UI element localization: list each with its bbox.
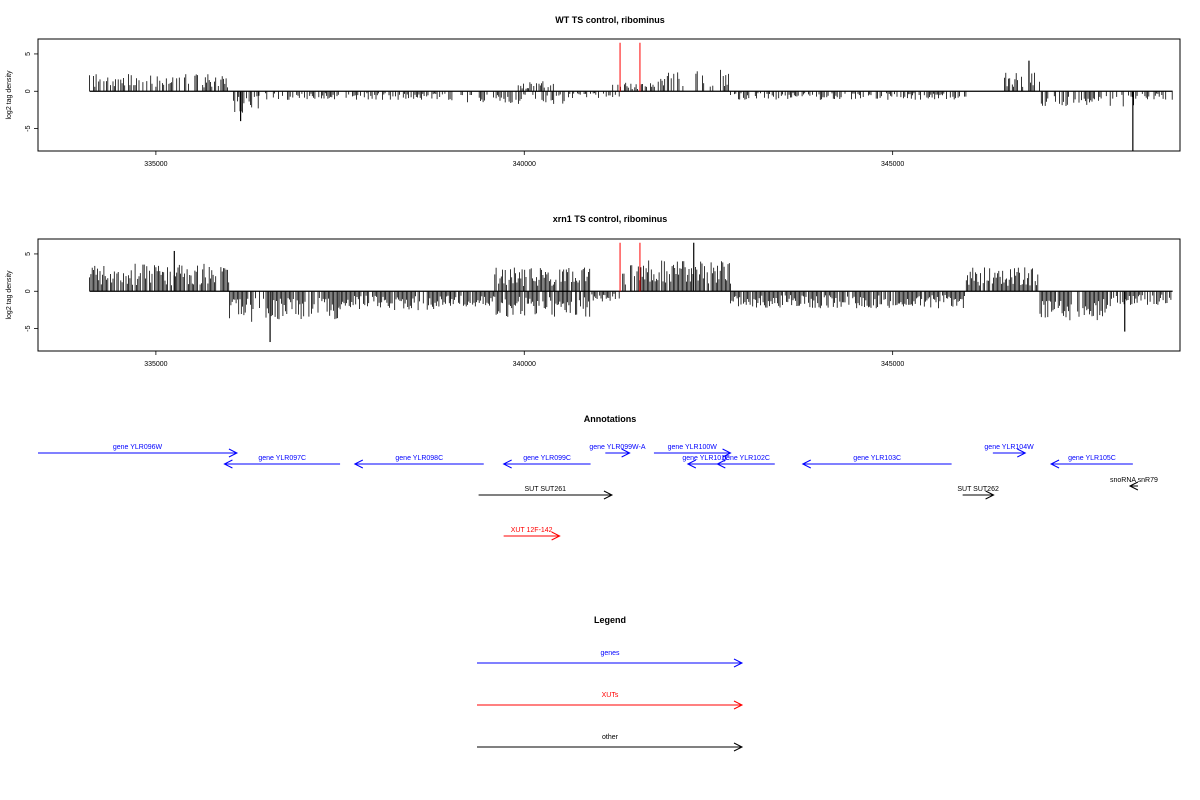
legend-title: Legend — [594, 615, 626, 625]
annotation-other: SUT SUT262 — [957, 486, 999, 500]
panel2-data — [89, 242, 1173, 343]
arrow-right-icon — [733, 742, 744, 752]
arrow-left-icon — [1049, 459, 1060, 469]
arrow-left-icon — [686, 459, 697, 469]
annotation-other: SUT SUT261 — [478, 486, 614, 500]
legend-label: XUTs — [602, 692, 619, 699]
panel1-xtick-label-3: 345000 — [881, 161, 904, 168]
annotation-gene: gene YLR097C — [223, 455, 341, 469]
annotation-gene: gene YLR098C — [353, 455, 484, 469]
legend-label: genes — [600, 650, 620, 657]
legend-label: other — [602, 734, 619, 741]
feature-label: gene YLR104W — [984, 444, 1034, 451]
panel1-axes: 335000 340000 345000 5 0 -5 — [25, 52, 904, 168]
panel1-ytick-label-1: 5 — [25, 52, 32, 56]
feature-label: gene YLR103C — [853, 455, 901, 462]
panel1-ytick-label-2: 0 — [25, 89, 32, 93]
feature-label: snoRNA snR79 — [1110, 477, 1158, 484]
arrow-left-icon — [716, 459, 726, 469]
legend-entry-genes: genes — [477, 650, 744, 668]
legend-panel: Legend genes XUTs other — [477, 615, 744, 752]
feature-label: gene YLR099W-A — [589, 444, 645, 451]
annotation-gene: gene YLR103C — [801, 455, 952, 469]
panel2-ylabel: log2 tag density — [6, 270, 13, 320]
feature-label: gene YLR098C — [395, 455, 443, 462]
arrow-right-icon — [733, 658, 744, 668]
feature-label: gene YLR101C — [682, 455, 730, 462]
arrow-right-icon — [228, 448, 239, 458]
panel1-ylabel: log2 tag density — [6, 70, 13, 120]
legend-entries: genes XUTs other — [477, 650, 744, 752]
arrow-left-icon — [223, 459, 233, 469]
panel1-frame — [37, 38, 1181, 152]
arrow-left-icon — [1128, 481, 1139, 491]
feature-label: gene YLR100W — [668, 444, 718, 451]
annotation-gene: gene YLR099C — [502, 455, 591, 469]
panel-xrn1-ts-control: xrn1 TS control, ribominus log2 tag dens… — [6, 214, 1181, 368]
feature-label: XUT 12F-142 — [511, 527, 553, 534]
arrow-right-icon — [1017, 448, 1027, 458]
annotation-xut: XUT 12F-142 — [503, 527, 561, 541]
feature-label: gene YLR097C — [258, 455, 306, 462]
panel2-xtick-label-3: 345000 — [881, 361, 904, 368]
feature-label: SUT SUT262 — [957, 486, 999, 493]
panel2-xtick-label-1: 335000 — [144, 361, 167, 368]
annotations-title: Annotations — [584, 414, 637, 424]
panel2-ytick-label-2: 0 — [25, 289, 32, 293]
arrow-right-icon — [722, 448, 732, 458]
arrow-right-icon — [985, 490, 995, 500]
panel2-ytick-label-3: -5 — [25, 325, 32, 331]
arrow-right-icon — [621, 448, 631, 458]
arrow-left-icon — [801, 459, 811, 469]
panel1-xtick-label-1: 335000 — [144, 161, 167, 168]
annotation-gene: gene YLR104W — [984, 444, 1034, 458]
legend-entry-other: other — [477, 734, 744, 752]
feature-label: gene YLR096W — [113, 444, 163, 451]
panel1-xtick-label-2: 340000 — [513, 161, 536, 168]
annotation-features: gene YLR096W gene YLR097C gene YLR098C gene… — [38, 444, 1158, 541]
panel1-data — [89, 42, 1173, 151]
panel2-frame — [37, 238, 1181, 352]
annotation-gene: gene YLR099W-A — [589, 444, 646, 458]
annotation-gene: gene YLR096W — [38, 444, 239, 458]
feature-label: gene YLR099C — [523, 455, 571, 462]
legend-entry-xuts: XUTs — [477, 692, 744, 710]
feature-label: gene YLR105C — [1068, 455, 1116, 462]
panel2-ytick-label-1: 5 — [25, 252, 32, 256]
panel1-title: WT TS control, ribominus — [555, 15, 665, 25]
arrow-right-icon — [551, 531, 561, 541]
arrow-right-icon — [733, 700, 744, 710]
arrow-right-icon — [603, 490, 614, 500]
feature-label: gene YLR102C — [722, 455, 770, 462]
annotation-other: snoRNA snR79 — [1110, 477, 1158, 491]
arrow-left-icon — [502, 459, 512, 469]
panel1-ytick-label-3: -5 — [25, 125, 32, 131]
annotation-gene: gene YLR105C — [1049, 455, 1133, 469]
annotation-gene: gene YLR100W — [653, 444, 732, 458]
panel2-xtick-label-2: 340000 — [513, 361, 536, 368]
panel2-title: xrn1 TS control, ribominus — [553, 214, 668, 224]
arrow-left-icon — [353, 459, 364, 469]
panel2-axes: 335000 340000 345000 5 0 -5 — [25, 252, 904, 368]
panel-wt-ts-control: WT TS control, ribominus log2 tag densit… — [6, 15, 1181, 168]
annotation-gene: gene YLR102C — [716, 455, 775, 469]
feature-label: SUT SUT261 — [525, 486, 567, 493]
